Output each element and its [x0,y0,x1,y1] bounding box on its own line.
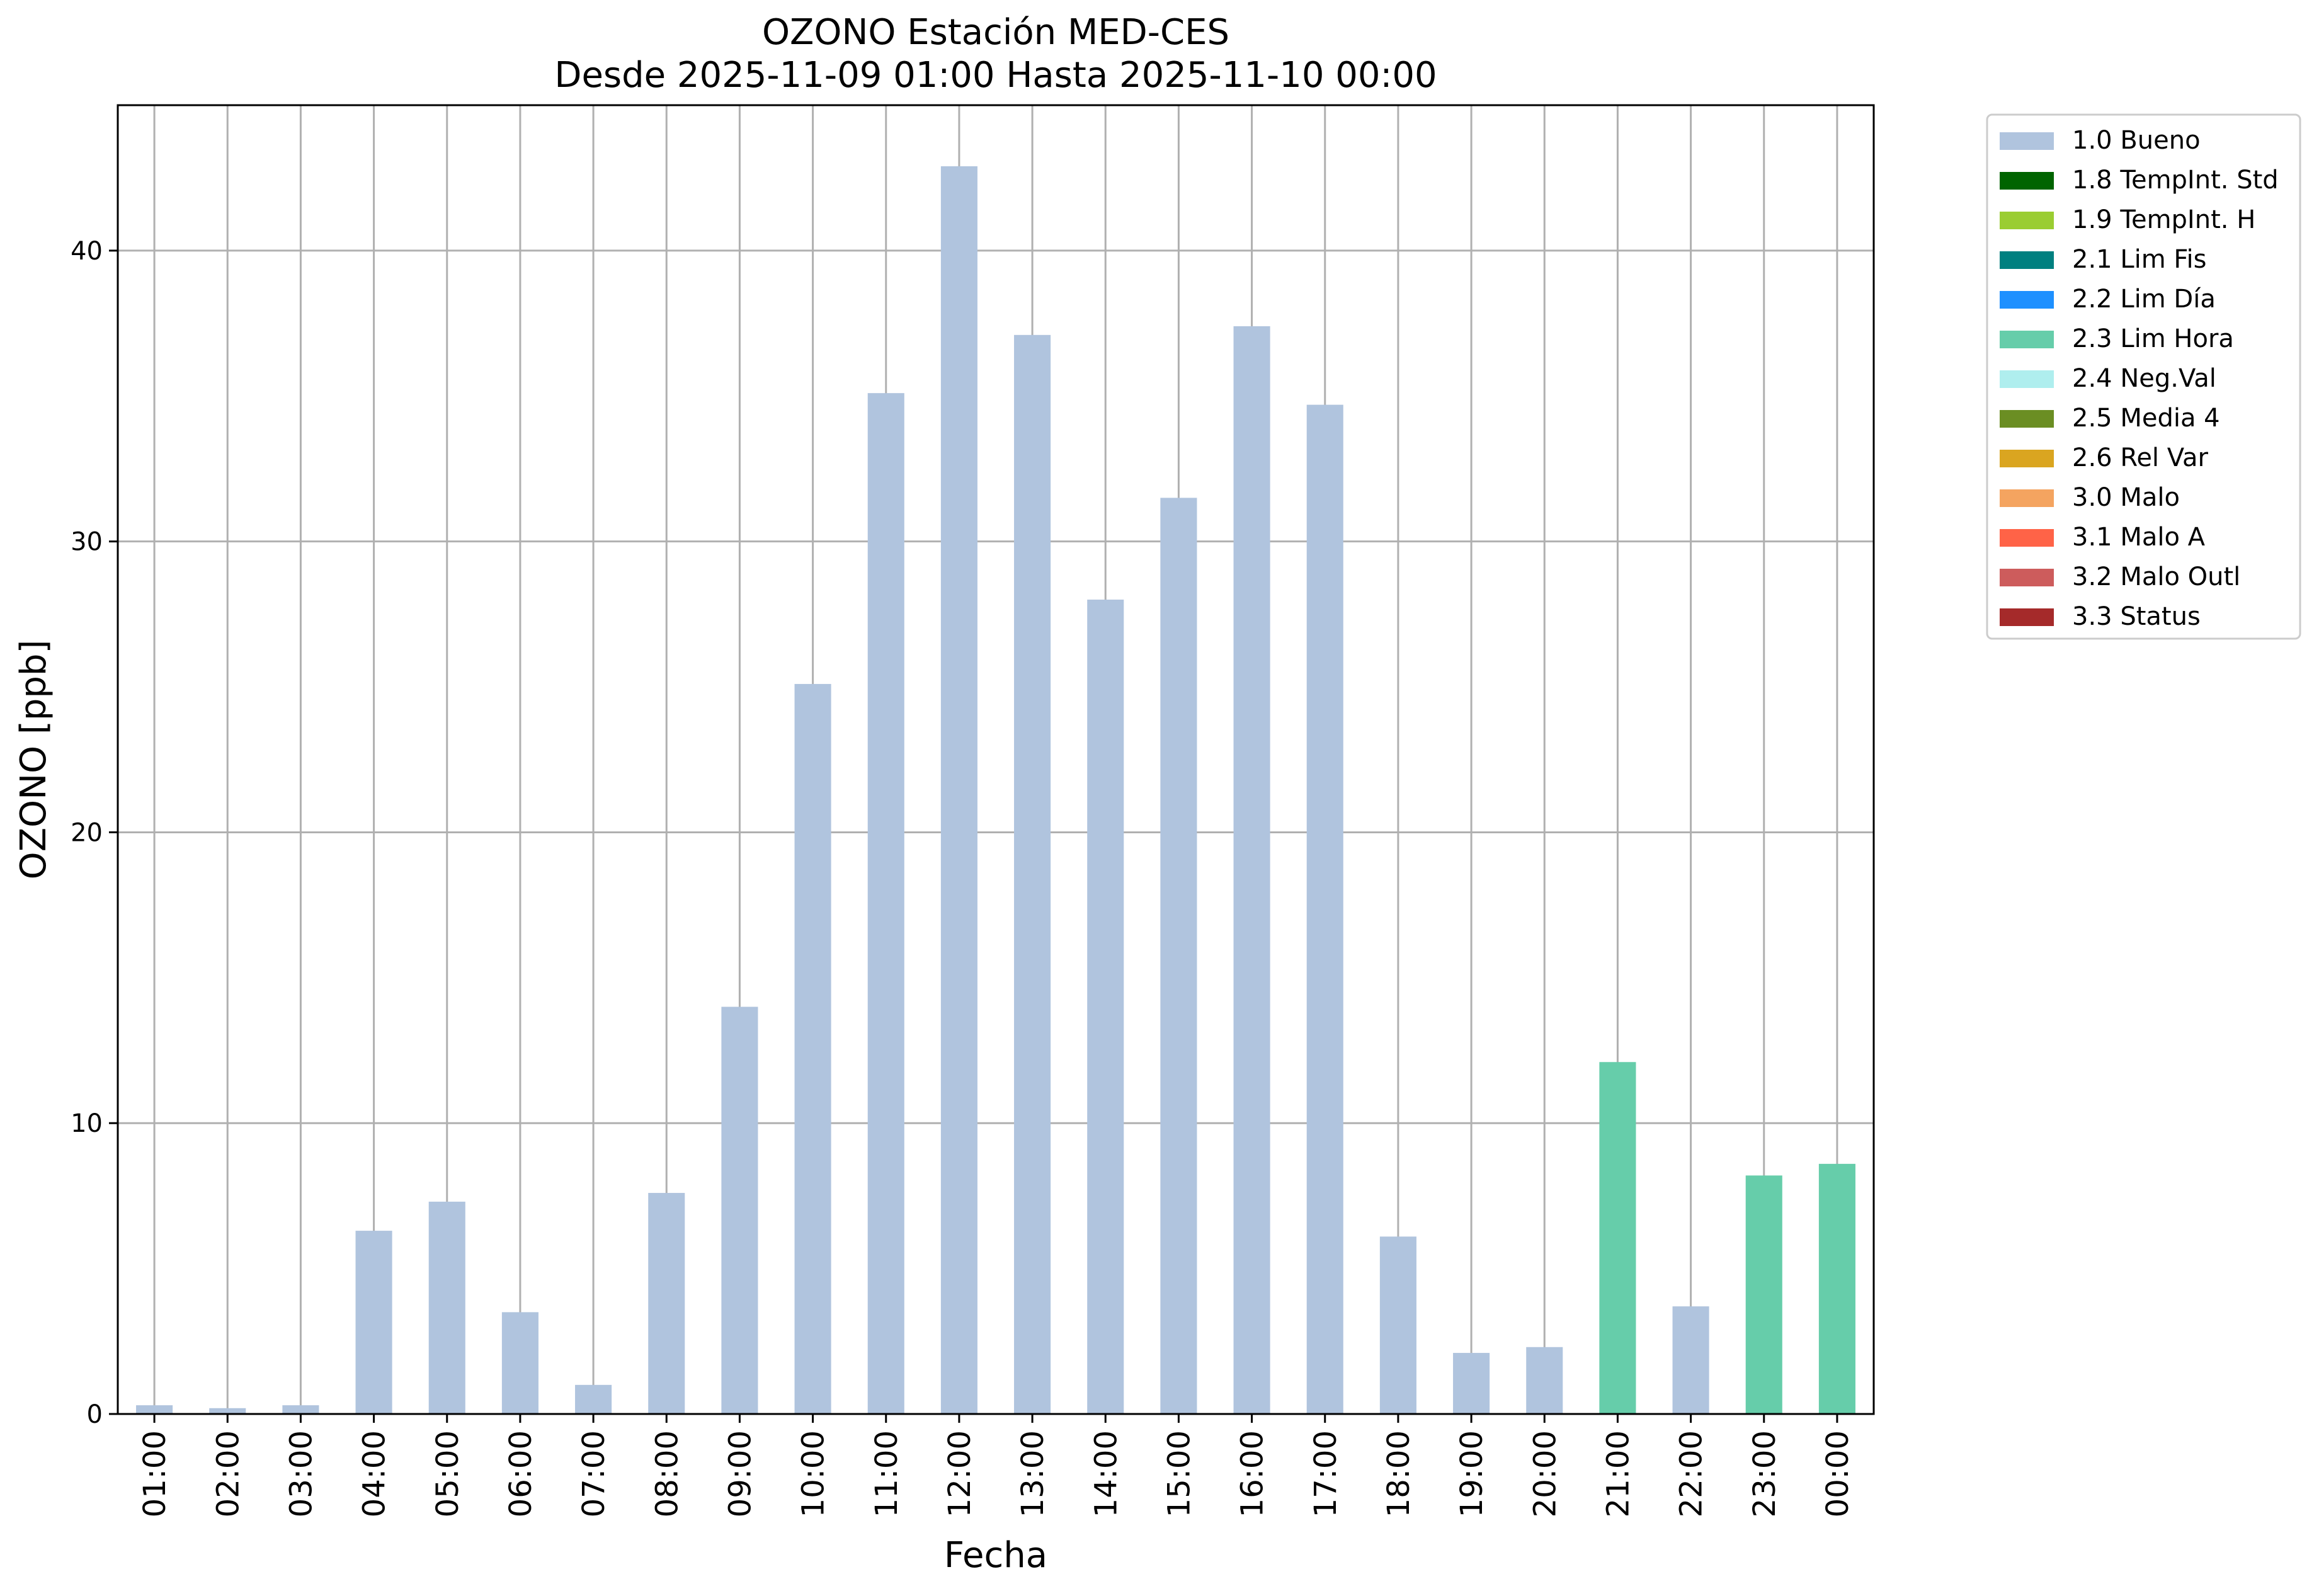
legend-swatch [2000,212,2054,229]
x-tick-label: 15:00 [1161,1430,1197,1517]
legend-swatch [2000,569,2054,586]
bar [428,1201,465,1414]
bar [1453,1353,1490,1414]
x-tick-label: 21:00 [1600,1430,1636,1517]
legend-swatch [2000,251,2054,269]
bar [1160,498,1197,1414]
x-tick-label: 00:00 [1820,1430,1855,1517]
legend-swatch [2000,172,2054,190]
x-tick-label: 02:00 [210,1430,246,1517]
bar [136,1405,173,1414]
x-tick-label: 11:00 [869,1430,904,1517]
x-axis: 01:00 02:00 03:00 04:00 05:00 06:00 07:00 08:00… [137,1414,1855,1517]
legend-label: 2.1 Lim Fis [2072,245,2206,274]
x-tick-label: 13:00 [1015,1430,1051,1517]
bar [721,1006,758,1414]
bar [1233,326,1270,1414]
x-tick-label: 23:00 [1747,1430,1782,1517]
bar [1672,1306,1709,1414]
x-tick-label: 22:00 [1674,1430,1709,1517]
legend-box [1986,113,2301,640]
y-tick-label: 20 [71,818,103,847]
legend-label: 2.5 Media 4 [2072,404,2220,433]
x-tick-label: 17:00 [1308,1430,1343,1517]
legend-label: 3.0 Malo [2072,483,2180,512]
legend-label: 3.1 Malo A [2072,523,2206,552]
legend-label: 3.2 Malo Outl [2072,562,2240,591]
bar [940,166,977,1414]
x-tick-label: 01:00 [137,1430,173,1517]
legend-swatch [2000,529,2054,547]
legend-label: 2.6 Rel Var [2072,443,2209,472]
y-tick-label: 30 [71,528,103,557]
x-tick-label: 18:00 [1381,1430,1416,1517]
y-tick-label: 40 [71,237,103,266]
x-tick-label: 19:00 [1454,1430,1490,1517]
bar [1745,1175,1782,1414]
legend-label: 1.8 TempInt. Std [2072,166,2279,195]
bar [648,1193,685,1414]
legend-label: 2.4 Neg.Val [2072,364,2216,393]
legend-label: 1.0 Bueno [2072,126,2201,155]
x-tick-label: 09:00 [722,1430,758,1517]
plot-frame [117,104,1875,1415]
x-tick-label: 10:00 [796,1430,831,1517]
x-tick-label: 20:00 [1527,1430,1563,1517]
chart-subtitle: Desde 2025-11-09 01:00 Hasta 2025-11-10 … [554,55,1437,96]
x-tick-label: 16:00 [1235,1430,1270,1517]
legend-swatch [2000,331,2054,348]
x-tick-label: 03:00 [283,1430,319,1517]
legend-label: 2.3 Lim Hora [2072,324,2234,353]
y-axis-label: OZONO [ppb] [13,640,54,880]
bar [1306,404,1343,1414]
bar [1818,1163,1855,1414]
y-axis: 0 10 20 30 40 [71,237,118,1429]
y-tick-label: 10 [71,1109,103,1138]
bar [1379,1236,1416,1414]
x-tick-label: 08:00 [649,1430,685,1517]
x-axis-label: Fecha [944,1535,1047,1576]
legend-label: 1.9 TempInt. H [2072,205,2255,234]
legend-swatch [2000,608,2054,626]
bar [867,393,904,1415]
x-tick-label: 04:00 [357,1430,392,1517]
legend-swatch [2000,489,2054,507]
bar [1014,334,1051,1414]
legend-swatch [2000,370,2054,388]
x-tick-label: 14:00 [1088,1430,1124,1517]
bar [501,1312,538,1414]
bar [282,1405,319,1414]
legend-label: 3.3 Status [2072,602,2201,631]
legend: 1.0 Bueno 1.8 TempInt. Std 1.9 TempInt. H 2… [1986,113,2301,640]
x-tick-label: 05:00 [430,1430,465,1517]
bar [355,1231,392,1414]
bar [1087,600,1124,1414]
bar [1526,1347,1563,1414]
x-tick-label: 12:00 [942,1430,977,1517]
legend-swatch [2000,450,2054,467]
bar [575,1384,612,1414]
bar [1599,1062,1636,1414]
legend-label: 2.2 Lim Día [2072,285,2216,314]
legend-swatch [2000,410,2054,428]
legend-swatch [2000,132,2054,150]
x-tick-label: 06:00 [503,1430,538,1517]
bar [794,683,831,1414]
bar [209,1408,246,1414]
bars [136,166,1855,1415]
y-tick-label: 0 [87,1400,103,1429]
chart-title: OZONO Estación MED-CES [762,12,1229,53]
x-tick-label: 07:00 [576,1430,612,1517]
legend-swatch [2000,291,2054,309]
